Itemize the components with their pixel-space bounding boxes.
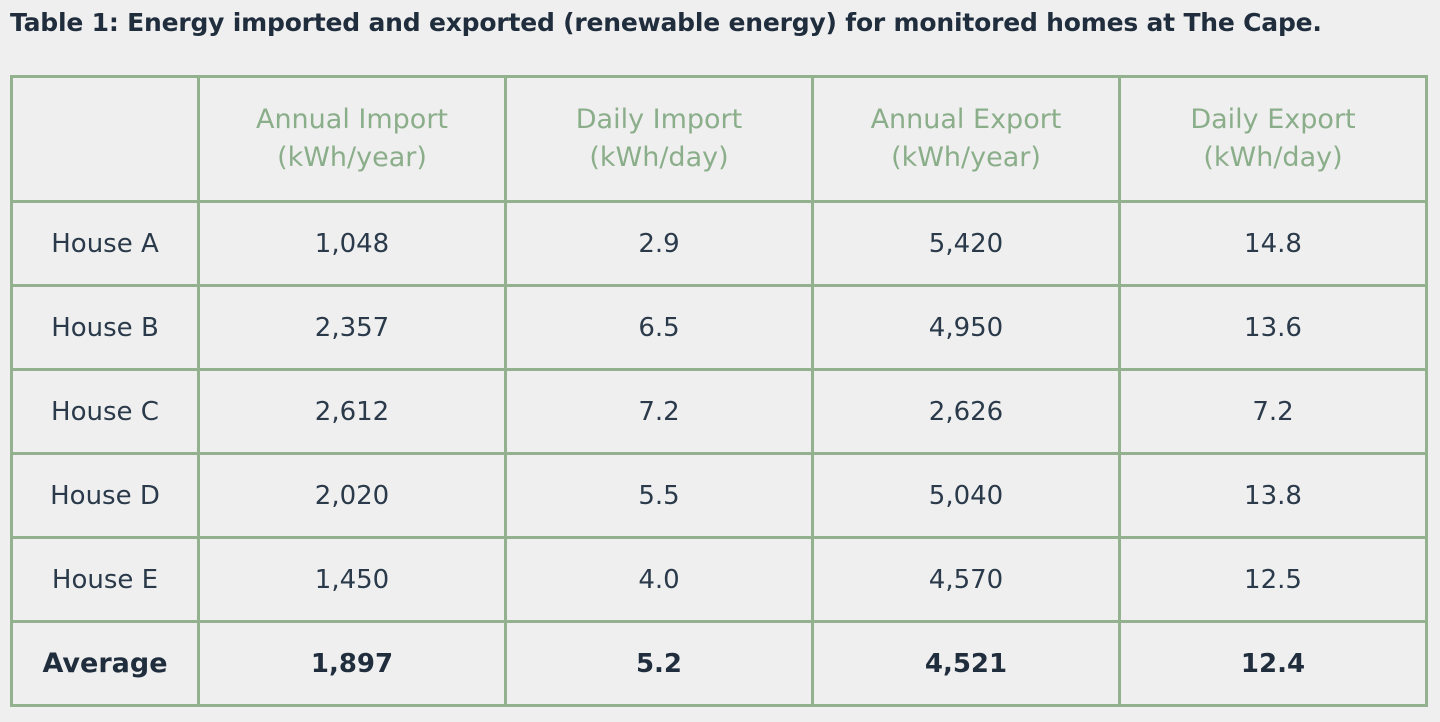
row-label: House A bbox=[10, 200, 200, 287]
header-line: Annual Export bbox=[870, 104, 1062, 135]
cell-daily-export: 12.4 bbox=[1118, 620, 1428, 707]
cell-daily-export: 13.6 bbox=[1118, 284, 1428, 371]
row-label: House C bbox=[10, 368, 200, 455]
table-caption: Table 1: Energy imported and exported (r… bbox=[10, 8, 1322, 37]
cell-annual-export: 2,626 bbox=[811, 368, 1121, 455]
cell-annual-export: 5,040 bbox=[811, 452, 1121, 539]
cell-daily-import: 5.5 bbox=[504, 452, 814, 539]
cell-daily-import: 6.5 bbox=[504, 284, 814, 371]
cell-annual-export: 4,570 bbox=[811, 536, 1121, 623]
row-label: House D bbox=[10, 452, 200, 539]
cell-annual-import: 1,897 bbox=[197, 620, 507, 707]
header-annual-import: Annual Import (kWh/year) bbox=[197, 75, 507, 203]
header-corner-cell bbox=[10, 75, 200, 203]
cell-annual-import: 2,612 bbox=[197, 368, 507, 455]
row-label: Average bbox=[10, 620, 200, 707]
header-line: Daily Import bbox=[575, 104, 743, 135]
table-row-house-c: House C 2,612 7.2 2,626 7.2 bbox=[10, 368, 1428, 455]
cell-daily-export: 7.2 bbox=[1118, 368, 1428, 455]
header-daily-import: Daily Import (kWh/day) bbox=[504, 75, 814, 203]
header-line: Daily Export bbox=[1190, 104, 1356, 135]
header-unit: (kWh/year) bbox=[891, 142, 1041, 173]
header-unit: (kWh/year) bbox=[277, 142, 427, 173]
row-label: House E bbox=[10, 536, 200, 623]
table-row-house-b: House B 2,357 6.5 4,950 13.6 bbox=[10, 284, 1428, 371]
cell-annual-export: 4,950 bbox=[811, 284, 1121, 371]
row-label: House B bbox=[10, 284, 200, 371]
cell-annual-import: 2,020 bbox=[197, 452, 507, 539]
cell-daily-import: 4.0 bbox=[504, 536, 814, 623]
header-daily-export: Daily Export (kWh/day) bbox=[1118, 75, 1428, 203]
cell-daily-export: 13.8 bbox=[1118, 452, 1428, 539]
table-row-average: Average 1,897 5.2 4,521 12.4 bbox=[10, 620, 1428, 707]
header-unit: (kWh/day) bbox=[589, 142, 729, 173]
cell-daily-import: 7.2 bbox=[504, 368, 814, 455]
cell-daily-export: 12.5 bbox=[1118, 536, 1428, 623]
table-row-house-d: House D 2,020 5.5 5,040 13.8 bbox=[10, 452, 1428, 539]
cell-daily-import: 5.2 bbox=[504, 620, 814, 707]
energy-table: Annual Import (kWh/year) Daily Import (k… bbox=[10, 75, 1428, 707]
cell-annual-export: 4,521 bbox=[811, 620, 1121, 707]
table-row-house-a: House A 1,048 2.9 5,420 14.8 bbox=[10, 200, 1428, 287]
cell-annual-import: 2,357 bbox=[197, 284, 507, 371]
cell-daily-import: 2.9 bbox=[504, 200, 814, 287]
cell-annual-import: 1,048 bbox=[197, 200, 507, 287]
header-unit: (kWh/day) bbox=[1203, 142, 1343, 173]
header-line: Annual Import bbox=[255, 104, 449, 135]
table-header-row: Annual Import (kWh/year) Daily Import (k… bbox=[10, 75, 1428, 203]
table-row-house-e: House E 1,450 4.0 4,570 12.5 bbox=[10, 536, 1428, 623]
cell-daily-export: 14.8 bbox=[1118, 200, 1428, 287]
cell-annual-export: 5,420 bbox=[811, 200, 1121, 287]
cell-annual-import: 1,450 bbox=[197, 536, 507, 623]
header-annual-export: Annual Export (kWh/year) bbox=[811, 75, 1121, 203]
